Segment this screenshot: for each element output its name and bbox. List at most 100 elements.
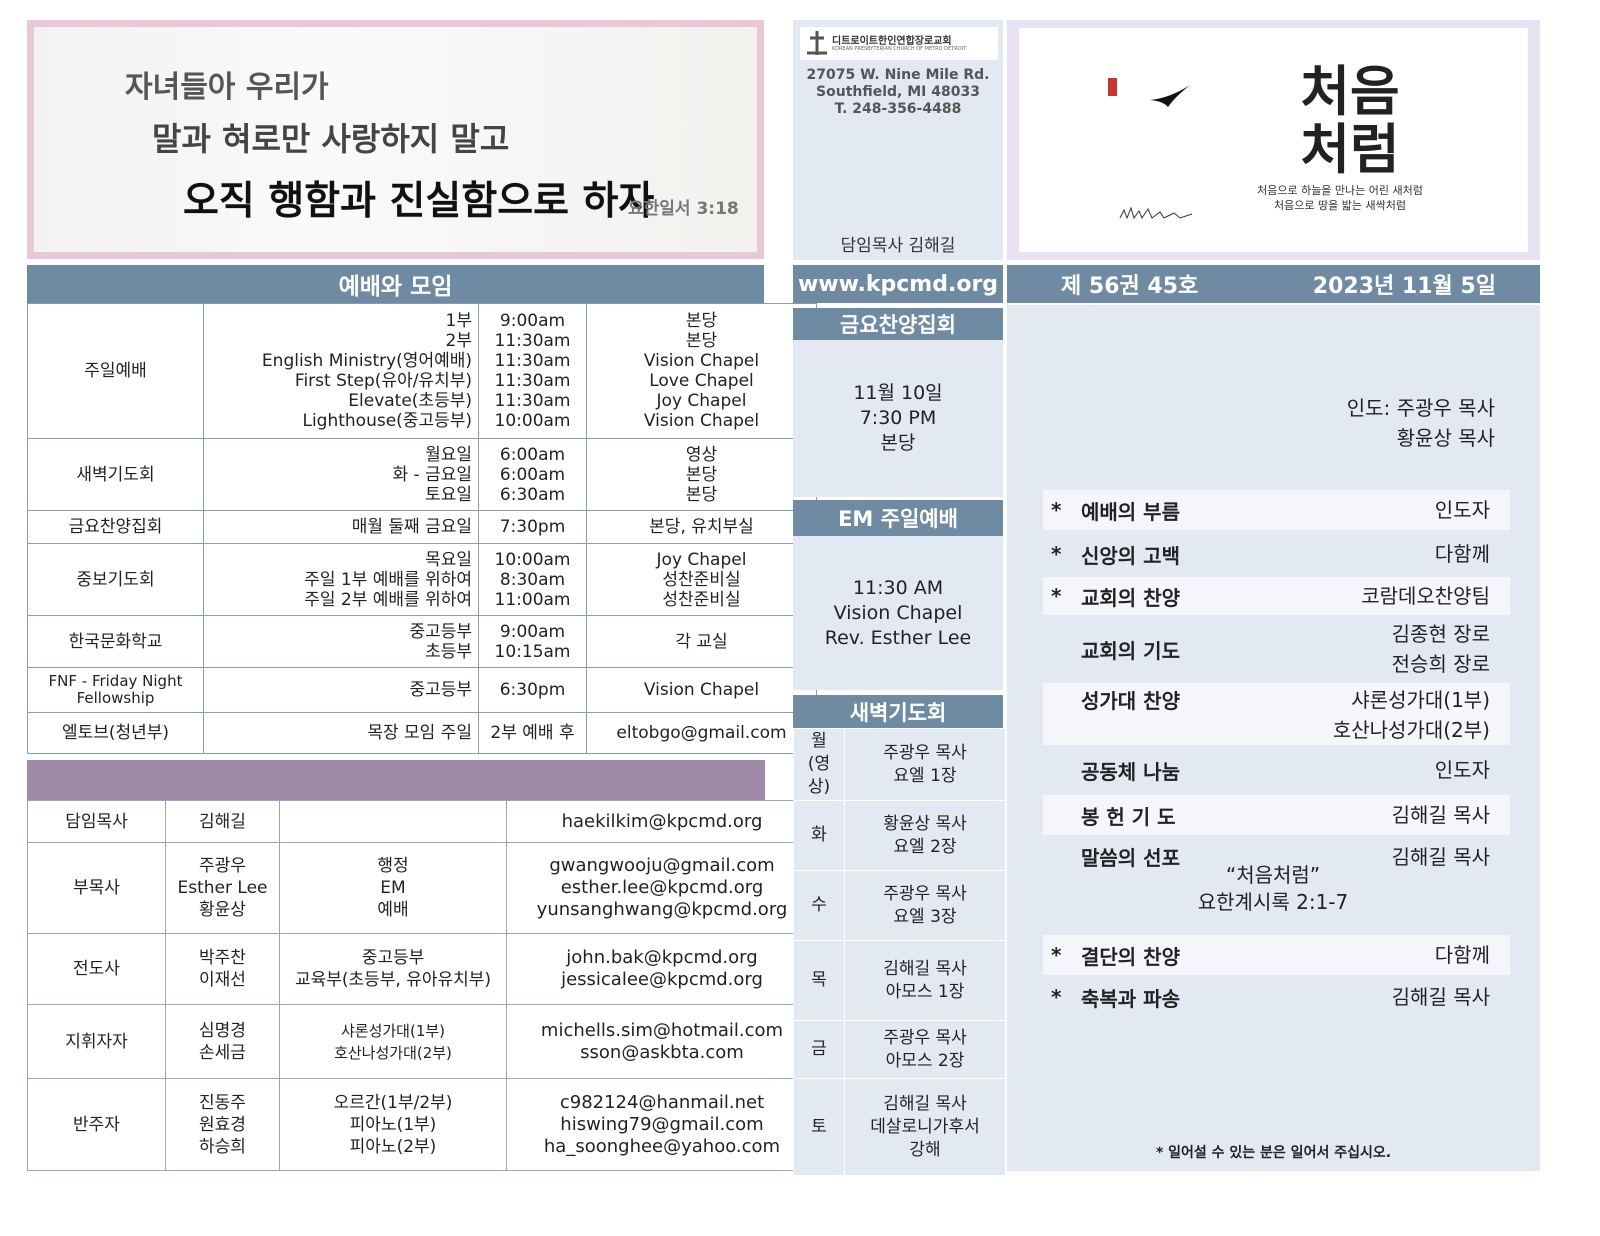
order-note: * 일어설 수 있는 분은 일어서 주십시오. bbox=[1155, 1145, 1392, 1161]
dawn-text-cell: 주광우 목사 아모스 2장 bbox=[844, 1020, 1006, 1079]
worship-item: Vision Chapel bbox=[643, 351, 760, 371]
friday-line: 11월 10일 bbox=[853, 382, 943, 404]
worship-item: 주일 2부 예배를 위하여 bbox=[304, 589, 472, 610]
worship-item: 10:00am bbox=[494, 411, 571, 431]
worship-item: 6:00am bbox=[499, 444, 566, 465]
worship-item: 토요일 bbox=[425, 484, 472, 505]
worship-cell: 1부 2부 English Ministry(영어예배) First Step(유아/… bbox=[203, 303, 479, 439]
section-title: 금요찬양집회 bbox=[840, 313, 956, 337]
dawn-text-cell: 주광우 목사 요엘 3장 bbox=[844, 870, 1006, 941]
worship-item: 본당, 유치부실 bbox=[649, 517, 754, 537]
staff-row: 지휘자자 심명경 손세금 샤론성가대(1부) 호산나성가대(2부) michells.si… bbox=[27, 1004, 818, 1079]
worship-name: FNF - Friday Night Fellowship bbox=[48, 672, 183, 707]
staff-role-cell: 담임목사 bbox=[27, 800, 166, 843]
dawn-title: 새벽기도회 bbox=[793, 695, 1003, 728]
dawn-text: 요엘 2장 bbox=[893, 836, 957, 857]
order-center-line: 요한계시록 2:1-7 bbox=[1197, 890, 1349, 914]
friday-line: 7:30 PM bbox=[859, 407, 937, 429]
dawn-text: 김해길 목사 bbox=[883, 1093, 967, 1114]
order-item: 봉 헌 기 도 김해길 목사 bbox=[1043, 795, 1510, 835]
banner-line: 자녀들아 우리가 bbox=[125, 70, 329, 105]
cover-caption-line: 처음으로 땅을 밟는 새싹처럼 bbox=[1274, 199, 1406, 212]
order-right: 인도자 bbox=[1435, 755, 1490, 785]
worship-item: Vision Chapel bbox=[643, 411, 760, 431]
staff-emails: john.bak@kpcmd.org jessicalee@kpcmd.org bbox=[506, 933, 818, 1005]
staff-email: haekilkim@kpcmd.org bbox=[561, 810, 763, 832]
order-right-line: 김종현 장로 bbox=[1391, 622, 1490, 646]
order-right-line: 김해길 목사 bbox=[1391, 803, 1490, 827]
dawn-text: 주광우 목사 bbox=[883, 883, 967, 904]
order-item: * 교회의 찬양 코람데오찬양팀 bbox=[1043, 577, 1510, 615]
worship-item: 6:30pm bbox=[499, 680, 566, 700]
em-line: Vision Chapel bbox=[833, 601, 963, 624]
dawn-day: 화 bbox=[811, 825, 827, 845]
worship-item: 2부 bbox=[445, 331, 472, 351]
worship-item: 영상 bbox=[685, 444, 718, 465]
banner bbox=[27, 20, 764, 259]
staff-name: 황윤상 bbox=[199, 900, 246, 920]
worship-cell: 본당 본당 Vision Chapel Love Chapel Joy Chapel Vi… bbox=[586, 303, 817, 439]
dawn-text-cell: 김해길 목사 아모스 1장 bbox=[844, 940, 1006, 1021]
senior-pastor: 담임목사 김해길 bbox=[840, 236, 956, 256]
website: www.kpcmd.org bbox=[793, 265, 1003, 303]
staff-duties: 중고등부 교육부(초등부, 유아유치부) bbox=[279, 933, 507, 1005]
address-line: Southfield, MI 48033 bbox=[816, 84, 980, 100]
worship-item: 화 - 금요일 bbox=[392, 464, 472, 485]
order-right-line: 전승희 장로 bbox=[1391, 652, 1490, 676]
dawn-text: 요엘 1장 bbox=[893, 765, 957, 786]
worship-cell: Vision Chapel bbox=[586, 667, 817, 713]
staff-name: 손세금 bbox=[199, 1042, 246, 1063]
issue-bar: 제 56권 45호 2023년 11월 5일 bbox=[1007, 265, 1540, 303]
dawn-day: 월 bbox=[811, 731, 827, 751]
staff-email: c982124@hanmail.net bbox=[559, 1091, 765, 1113]
dawn-day: 수 bbox=[811, 895, 827, 915]
dawn-text-cell: 김해길 목사 데살로니가후서 강해 bbox=[844, 1078, 1006, 1176]
worship-item: 각 교실 bbox=[675, 631, 728, 652]
dawn-day: 금 bbox=[811, 1039, 827, 1059]
staff-name: 김해길 bbox=[199, 811, 246, 832]
order-item: 말씀의 선포 김해길 목사 “처음처럼” 요한계시록 2:1-7 bbox=[1043, 840, 1510, 920]
worship-item: 11:30am bbox=[494, 331, 571, 351]
worship-item: 중고등부 bbox=[409, 621, 472, 642]
dawn-row: 화 황윤상 목사 요엘 2장 bbox=[793, 800, 1006, 871]
staff-email: ha_soonghee@yahoo.com bbox=[543, 1135, 781, 1157]
worship-cell: 6:30pm bbox=[478, 667, 587, 713]
worship-row: 중보기도회 목요일 주일 1부 예배를 위하여 주일 2부 예배를 위하여 10:00a… bbox=[27, 543, 817, 616]
order-star: * bbox=[1051, 584, 1062, 608]
worship-item: 11:30am bbox=[494, 351, 571, 371]
staff-role: 부목사 bbox=[73, 878, 120, 898]
staff-row: 전도사 박주찬 이재선 중고등부 교육부(초등부, 유아유치부) john.bak@kpc… bbox=[27, 933, 818, 1005]
order-right: 코람데오찬양팀 bbox=[1361, 581, 1490, 611]
order-item: * 예배의 부름 인도자 bbox=[1043, 490, 1510, 530]
worship-cell: 9:00am 10:15am bbox=[478, 615, 587, 668]
staff-row: 반주자 진동주 원효경 하승희 오르간(1부/2부) 피아노(1부) 피아노(2부) c982… bbox=[27, 1078, 818, 1171]
order-right: 김해길 목사 bbox=[1392, 842, 1490, 872]
order-right-line: 다함께 bbox=[1434, 542, 1490, 566]
worship-item: 성찬준비실 bbox=[662, 589, 741, 610]
worship-cell: Joy Chapel 성찬준비실 성찬준비실 bbox=[586, 543, 817, 616]
dawn-day-cell: 월 (영상) bbox=[793, 728, 845, 801]
worship-item: 2부 예배 후 bbox=[490, 723, 575, 743]
staff-dutie: 피아노(1부) bbox=[349, 1114, 437, 1135]
leader: 황윤상 목사 bbox=[1396, 426, 1495, 450]
worship-item: 목장 모임 주일 bbox=[367, 723, 472, 743]
friday-title: 금요찬양집회 bbox=[793, 308, 1003, 340]
worship-item: Joy Chapel bbox=[656, 549, 747, 570]
cover-art bbox=[1108, 78, 1193, 220]
dawn-text: 김해길 목사 bbox=[883, 958, 967, 979]
worship-cell: 10:00am 8:30am 11:00am bbox=[478, 543, 587, 616]
logo-cross bbox=[807, 31, 827, 55]
staff-name: 진동주 bbox=[199, 1092, 246, 1113]
staff-email: michells.sim@hotmail.com bbox=[540, 1019, 784, 1041]
banner-line: 오직 행함과 진실함으로 하자 bbox=[183, 179, 655, 224]
leader: 인도: 주광우 목사 bbox=[1346, 396, 1495, 420]
staff-role-cell: 지휘자자 bbox=[27, 1004, 166, 1079]
cover-title: 처음 처럼 bbox=[1280, 62, 1420, 182]
worship-item: 중고등부 bbox=[409, 680, 472, 700]
order-item: * 결단의 찬양 다함께 bbox=[1043, 935, 1510, 975]
worship-item: 6:30am bbox=[499, 484, 566, 505]
staff-email: esther.lee@kpcmd.org bbox=[560, 877, 764, 898]
worship-name-cell: 한국문화학교 bbox=[27, 615, 204, 668]
